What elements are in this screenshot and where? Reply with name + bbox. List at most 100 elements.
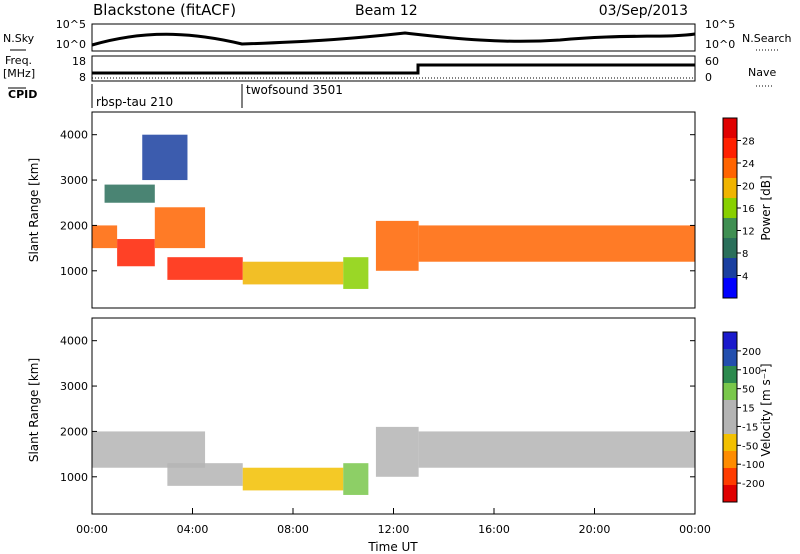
freq-panel: Freq. [MHz] 18 8 60 0 Nave <box>3 54 776 87</box>
power-bands <box>92 134 695 289</box>
freq-tick-high: 18 <box>72 55 86 68</box>
velocity-colorbar-tick-6: -100 <box>742 460 765 471</box>
velocity-xtick-label-6: 00:00 <box>679 523 711 536</box>
nsky-frame <box>91 23 696 52</box>
velocity-band-3 <box>343 463 369 495</box>
velocity-colorbar-segment-6 <box>723 383 737 400</box>
velocity-colorbar-segment-3 <box>723 434 737 451</box>
power-colorbar-tick-5: 8 <box>742 249 748 260</box>
velocity-colorbar-segment-7 <box>723 366 737 383</box>
velocity-ytick-label-0: 4000 <box>60 335 88 348</box>
power-colorbar-segment-8 <box>723 118 737 138</box>
power-band-5 <box>167 257 243 280</box>
cpid-segment-0: rbsp-tau 210 <box>96 95 173 109</box>
nave-tick-low: 0 <box>705 71 712 84</box>
power-ytick-label-1: 3000 <box>60 174 88 187</box>
freq-label-top: Freq. <box>5 54 32 67</box>
velocity-colorbar-segment-8 <box>723 349 737 366</box>
velocity-ytick-label-3: 1000 <box>60 471 88 484</box>
nsky-tick-high: 10^5 <box>56 18 86 31</box>
power-colorbar-tick-2: 20 <box>742 182 755 193</box>
nsearch-tick-high: 10^5 <box>705 18 735 31</box>
date-title: 03/Sep/2013 <box>599 3 688 19</box>
cpid-label: CPID <box>8 88 37 101</box>
velocity-xtick-label-0: 00:00 <box>76 523 108 536</box>
power-colorbar-tick-1: 24 <box>742 159 755 170</box>
beam-title: Beam 12 <box>355 3 418 19</box>
velocity-band-4 <box>375 426 419 477</box>
power-colorbar-segment-2 <box>723 238 737 258</box>
velocity-colorbar-label: Velocity [m s⁻¹] <box>759 363 773 456</box>
velocity-xtick-label-4: 16:00 <box>478 523 510 536</box>
power-band-2 <box>154 207 206 249</box>
velocity-colorbar-tick-4: -15 <box>742 422 758 433</box>
nave-label: Nave <box>748 66 776 79</box>
velocity-band-1 <box>167 463 243 486</box>
velocity-bands <box>92 426 695 495</box>
power-colorbar-segment-1 <box>723 258 737 278</box>
power-colorbar-label: Power [dB] <box>759 175 773 240</box>
velocity-xtick-label-5: 20:00 <box>579 523 611 536</box>
power-colorbar-segment-3 <box>723 218 737 238</box>
nsky-panel: N.Sky N.Search 10^5 10^0 10^5 10^0 <box>3 18 792 52</box>
power-band-1 <box>117 239 155 267</box>
velocity-xtick-label-1: 04:00 <box>177 523 209 536</box>
velocity-colorbar-segment-9 <box>723 332 737 349</box>
power-ytick-label-2: 2000 <box>60 219 88 232</box>
velocity-colorbar-tick-5: -50 <box>742 441 758 452</box>
velocity-colorbar-tick-1: 100 <box>742 366 761 377</box>
velocity-band-0 <box>92 431 206 468</box>
velocity-colorbar-tick-2: 50 <box>742 385 755 396</box>
power-band-3 <box>104 184 155 203</box>
power-colorbar-tick-0: 28 <box>742 137 755 148</box>
power-ytick-label-3: 1000 <box>60 265 88 278</box>
freq-frame <box>91 55 696 82</box>
power-colorbar-segment-7 <box>723 138 737 158</box>
velocity-colorbar-tick-0: 200 <box>742 347 761 358</box>
velocity-colorbar-segment-2 <box>723 451 737 468</box>
velocity-ytick-label-1: 3000 <box>60 380 88 393</box>
power-panel: 4000 3000 2000 1000 Slant Range [km] <box>27 111 696 309</box>
time-xlabel: Time UT <box>367 540 418 554</box>
nsky-tick-low: 10^0 <box>56 38 86 51</box>
velocity-ylabel: Slant Range [km] <box>27 358 41 462</box>
power-band-9 <box>418 225 695 262</box>
velocity-ytick-label-2: 2000 <box>60 425 88 438</box>
power-colorbar: 28 24 20 16 12 8 4 Power [dB] <box>722 117 773 299</box>
power-band-6 <box>242 261 344 285</box>
power-frame <box>91 111 696 309</box>
velocity-band-5 <box>418 431 695 468</box>
power-colorbar-segment-6 <box>723 158 737 178</box>
velocity-xtick-label-3: 12:00 <box>378 523 410 536</box>
nave-tick-high: 60 <box>705 55 719 68</box>
power-band-0 <box>92 225 118 249</box>
power-band-8 <box>375 220 419 271</box>
freq-trace <box>92 63 695 75</box>
station-title: Blackstone (fitACF) <box>93 1 236 19</box>
velocity-colorbar-segment-4 <box>723 417 737 434</box>
velocity-x-ticks: 00:00 04:00 08:00 12:00 16:00 20:00 00:00 <box>76 508 711 536</box>
cpid-segment-1: twofsound 3501 <box>246 83 343 97</box>
nsky-label: N.Sky <box>3 32 35 45</box>
cpid-panel: CPID rbsp-tau 210 twofsound 3501 <box>8 83 343 109</box>
nsearch-tick-low: 10^0 <box>705 38 735 51</box>
velocity-colorbar-segment-5 <box>723 400 737 417</box>
velocity-colorbar-segment-0 <box>723 485 737 502</box>
velocity-panel: 4000 3000 2000 1000 00:00 04:00 08:00 12:00 16:… <box>27 317 711 554</box>
velocity-colorbar-tick-7: -200 <box>742 479 765 490</box>
velocity-band-2 <box>242 467 344 491</box>
power-colorbar-segment-0 <box>723 278 737 298</box>
power-band-7 <box>343 257 369 289</box>
power-colorbar-segment-5 <box>723 178 737 198</box>
power-y-ticks: 4000 3000 2000 1000 <box>60 129 695 278</box>
power-colorbar-tick-4: 12 <box>742 227 755 238</box>
power-ylabel: Slant Range [km] <box>27 158 41 262</box>
nsky-trace <box>91 31 696 47</box>
velocity-colorbar: 200 100 50 15 -15 -50 -100 -200 Velocity [m s⁻¹… <box>722 331 773 503</box>
power-band-4 <box>142 134 188 181</box>
velocity-colorbar-tick-3: 15 <box>742 404 755 415</box>
power-colorbar-tick-3: 16 <box>742 204 755 215</box>
velocity-colorbar-segment-1 <box>723 468 737 485</box>
velocity-y-ticks: 4000 3000 2000 1000 <box>60 335 695 484</box>
